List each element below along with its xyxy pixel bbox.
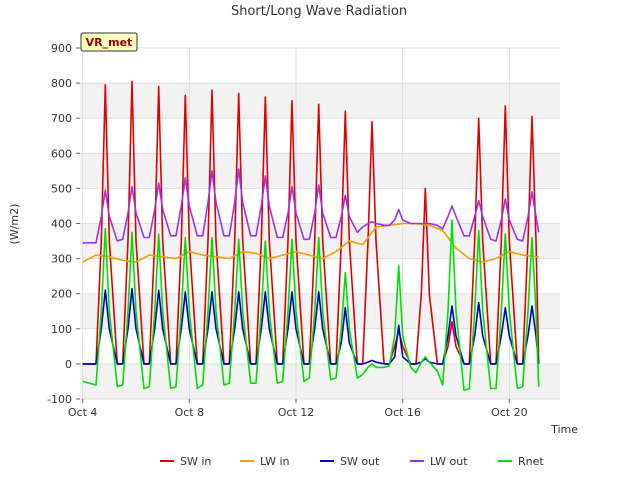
y-tick-label: 400 (51, 218, 72, 231)
x-axis-label: Time (550, 423, 578, 436)
y-tick-label: 900 (51, 42, 72, 55)
station-badge: VR_met (80, 32, 138, 52)
plot-band (80, 83, 560, 119)
chart-title: Short/Long Wave Radiation (231, 4, 407, 19)
x-tick-label: Oct 20 (491, 406, 528, 419)
y-axis: -100 0 100 200 300 400 500 600 700 800 900 (47, 42, 80, 406)
x-tick-label: Oct 8 (175, 406, 205, 419)
legend: SW in LW in SW out LW out Rnet (160, 455, 544, 468)
y-tick-label: 700 (51, 112, 72, 125)
series-line-sw-out (82, 287, 540, 365)
legend-item: SW out (320, 455, 380, 468)
station-badge-label: VR_met (86, 36, 133, 49)
y-tick-label: 100 (51, 323, 72, 336)
y-tick-label: 500 (51, 182, 72, 195)
legend-item: LW out (410, 455, 468, 468)
x-axis: Oct 4 Oct 8 Oct 12 Oct 16 Oct 20 (68, 399, 528, 419)
series-line-lw-out (82, 168, 540, 244)
legend-label: LW out (430, 455, 468, 468)
legend-item: SW in (160, 455, 211, 468)
y-tick-label: 0 (65, 358, 72, 371)
series-line-rnet (82, 219, 540, 392)
legend-label: SW in (180, 455, 211, 468)
plot-band (80, 363, 560, 399)
x-tick-label: Oct 12 (278, 406, 315, 419)
legend-item: Rnet (498, 455, 544, 468)
y-tick-label: -100 (47, 393, 72, 406)
legend-label: SW out (340, 455, 380, 468)
legend-label: LW in (260, 455, 290, 468)
legend-label: Rnet (518, 455, 544, 468)
series-layer (82, 80, 540, 392)
y-tick-label: 600 (51, 147, 72, 160)
y-tick-label: 800 (51, 77, 72, 90)
y-tick-label: 200 (51, 288, 72, 301)
y-axis-label: (W/m2) (8, 204, 21, 245)
x-tick-label: Oct 16 (384, 406, 421, 419)
x-tick-label: Oct 4 (68, 406, 98, 419)
legend-item: LW in (240, 455, 290, 468)
plot-band (80, 328, 560, 364)
y-tick-label: 300 (51, 253, 72, 266)
plot-band (80, 48, 560, 84)
